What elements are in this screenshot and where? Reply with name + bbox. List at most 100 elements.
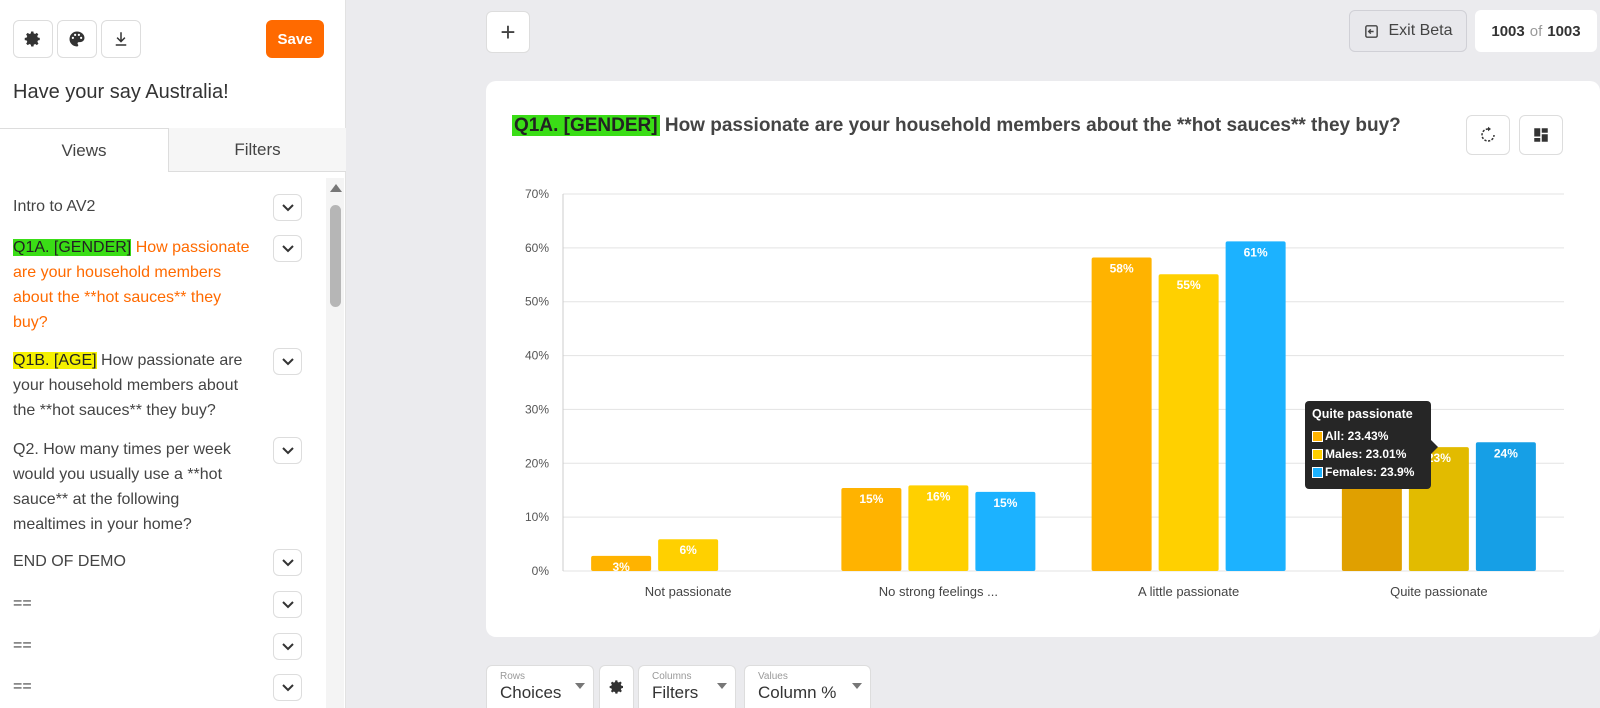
view-item-separator[interactable]: == <box>13 595 32 612</box>
dashboard-icon <box>1534 128 1548 142</box>
columns-dropdown[interactable]: Columns Filters <box>638 665 736 708</box>
values-dropdown[interactable]: Values Column % <box>744 665 871 708</box>
tooltip-title: Quite passionate <box>1312 407 1413 421</box>
chart-title-tag: Q1A. [GENDER] <box>512 115 660 136</box>
expand-button[interactable] <box>273 549 302 576</box>
scroll-thumb[interactable] <box>330 205 341 307</box>
chevron-down-icon <box>281 600 294 608</box>
tooltip-value-all: All: 23.43% <box>1325 429 1389 443</box>
chevron-down-icon <box>281 683 294 691</box>
expand-button[interactable] <box>273 633 302 660</box>
tooltip-value-females: Females: 23.9% <box>1325 465 1415 479</box>
bar <box>908 485 969 571</box>
view-item-q2[interactable]: Q2. How many times per week would you us… <box>13 441 231 533</box>
expand-button[interactable] <box>273 591 302 618</box>
x-tick-label: A little passionate <box>1138 584 1239 599</box>
tooltip-arrow <box>1431 440 1438 454</box>
bar <box>975 491 1036 571</box>
chart-tooltip: Quite passionate All: 23.43% Males: 23.0… <box>1305 401 1431 489</box>
bar <box>1475 442 1536 571</box>
data-label: 61% <box>1244 245 1268 259</box>
bar <box>591 555 652 571</box>
data-label: 24% <box>1494 446 1518 460</box>
palette-icon <box>69 31 85 47</box>
data-label: 55% <box>1177 278 1201 292</box>
sidebar: Save Have your say Australia! Views Filt… <box>0 0 346 708</box>
expand-button[interactable] <box>273 348 302 375</box>
response-count: 1003 of 1003 <box>1475 10 1597 52</box>
chevron-down-icon <box>281 357 294 365</box>
view-item-intro[interactable]: Intro to AV2 <box>13 198 96 215</box>
refresh-button[interactable] <box>1466 115 1510 155</box>
tooltip-row-females: Females: 23.9% <box>1312 463 1424 481</box>
bar <box>658 539 719 571</box>
bar <box>1158 274 1219 571</box>
tooltip-row-males: Males: 23.01% <box>1312 445 1424 463</box>
y-tick-label: 20% <box>525 456 549 470</box>
chart-title-text: How passionate are your household member… <box>659 115 1401 136</box>
chevron-down-icon <box>281 642 294 650</box>
swatch-all <box>1312 430 1323 442</box>
view-item-q1b[interactable]: Q1B. [AGE] How passionate are your house… <box>13 348 253 423</box>
columns-value: Filters <box>652 683 699 702</box>
view-tag-gender: Q1A. [GENDER] <box>13 239 132 256</box>
columns-caption: Columns <box>652 671 692 682</box>
expand-button[interactable] <box>273 194 302 221</box>
scrollbar[interactable] <box>326 178 344 708</box>
count-total: 1003 <box>1547 22 1581 40</box>
values-value: Column % <box>758 683 837 702</box>
expand-button[interactable] <box>273 235 302 262</box>
tooltip-value-males: Males: 23.01% <box>1325 447 1407 461</box>
data-label: 16% <box>926 489 950 503</box>
y-tick-label: 50% <box>525 295 549 309</box>
layout-button[interactable] <box>1519 115 1563 155</box>
count-current: 1003 <box>1491 22 1525 40</box>
tab-views[interactable]: Views <box>0 128 169 172</box>
theme-button[interactable] <box>57 20 97 58</box>
view-item-separator[interactable]: == <box>13 637 32 654</box>
gear-icon <box>24 31 40 47</box>
chart-title: Q1A. [GENDER] How passionate are your ho… <box>512 115 1401 137</box>
download-button[interactable] <box>101 20 141 58</box>
y-tick-label: 60% <box>525 241 549 255</box>
bar <box>1225 241 1286 571</box>
settings-button[interactable] <box>13 20 53 58</box>
add-view-button[interactable]: + <box>486 11 530 53</box>
refresh-icon <box>1481 126 1495 142</box>
rows-value: Choices <box>500 683 562 702</box>
rows-dropdown[interactable]: Rows Choices <box>486 665 594 708</box>
scroll-up-arrow-icon[interactable] <box>330 184 342 192</box>
swatch-females <box>1312 466 1323 478</box>
values-caption: Values <box>758 671 788 682</box>
view-tag-age: Q1B. [AGE] <box>13 352 97 369</box>
chevron-down-icon <box>281 446 294 454</box>
caret-down-icon <box>717 683 727 689</box>
save-button[interactable]: Save <box>266 20 324 58</box>
swatch-males <box>1312 448 1323 460</box>
y-tick-label: 30% <box>525 402 549 416</box>
rows-settings-button[interactable] <box>599 665 634 708</box>
chevron-down-icon <box>281 558 294 566</box>
view-item-separator[interactable]: == <box>13 678 32 695</box>
view-item-q1a-text: How passionate are your household member… <box>13 239 250 331</box>
x-tick-label: Quite passionate <box>1390 584 1488 599</box>
y-tick-label: 10% <box>525 510 549 524</box>
expand-button[interactable] <box>273 437 302 464</box>
view-item-end-demo[interactable]: END OF DEMO <box>13 553 126 570</box>
data-label: 6% <box>679 543 697 557</box>
view-item-q1b-text: How passionate are your household member… <box>13 352 243 419</box>
view-item-q1a[interactable]: Q1A. [GENDER] How passionate are your ho… <box>13 235 253 335</box>
y-tick-label: 70% <box>525 187 549 201</box>
expand-button[interactable] <box>273 674 302 701</box>
tab-filters[interactable]: Filters <box>169 128 346 172</box>
exit-beta-button[interactable]: Exit Beta <box>1349 10 1467 52</box>
data-label: 23% <box>1427 451 1451 465</box>
bar <box>1091 257 1152 571</box>
bar <box>841 488 902 571</box>
chevron-down-icon <box>281 203 294 211</box>
tooltip-row-all: All: 23.43% <box>1312 427 1424 445</box>
exit-icon <box>1365 24 1379 38</box>
exit-beta-label: Exit Beta <box>1388 22 1453 39</box>
data-label: 15% <box>859 492 883 506</box>
y-tick-label: 0% <box>532 564 550 578</box>
